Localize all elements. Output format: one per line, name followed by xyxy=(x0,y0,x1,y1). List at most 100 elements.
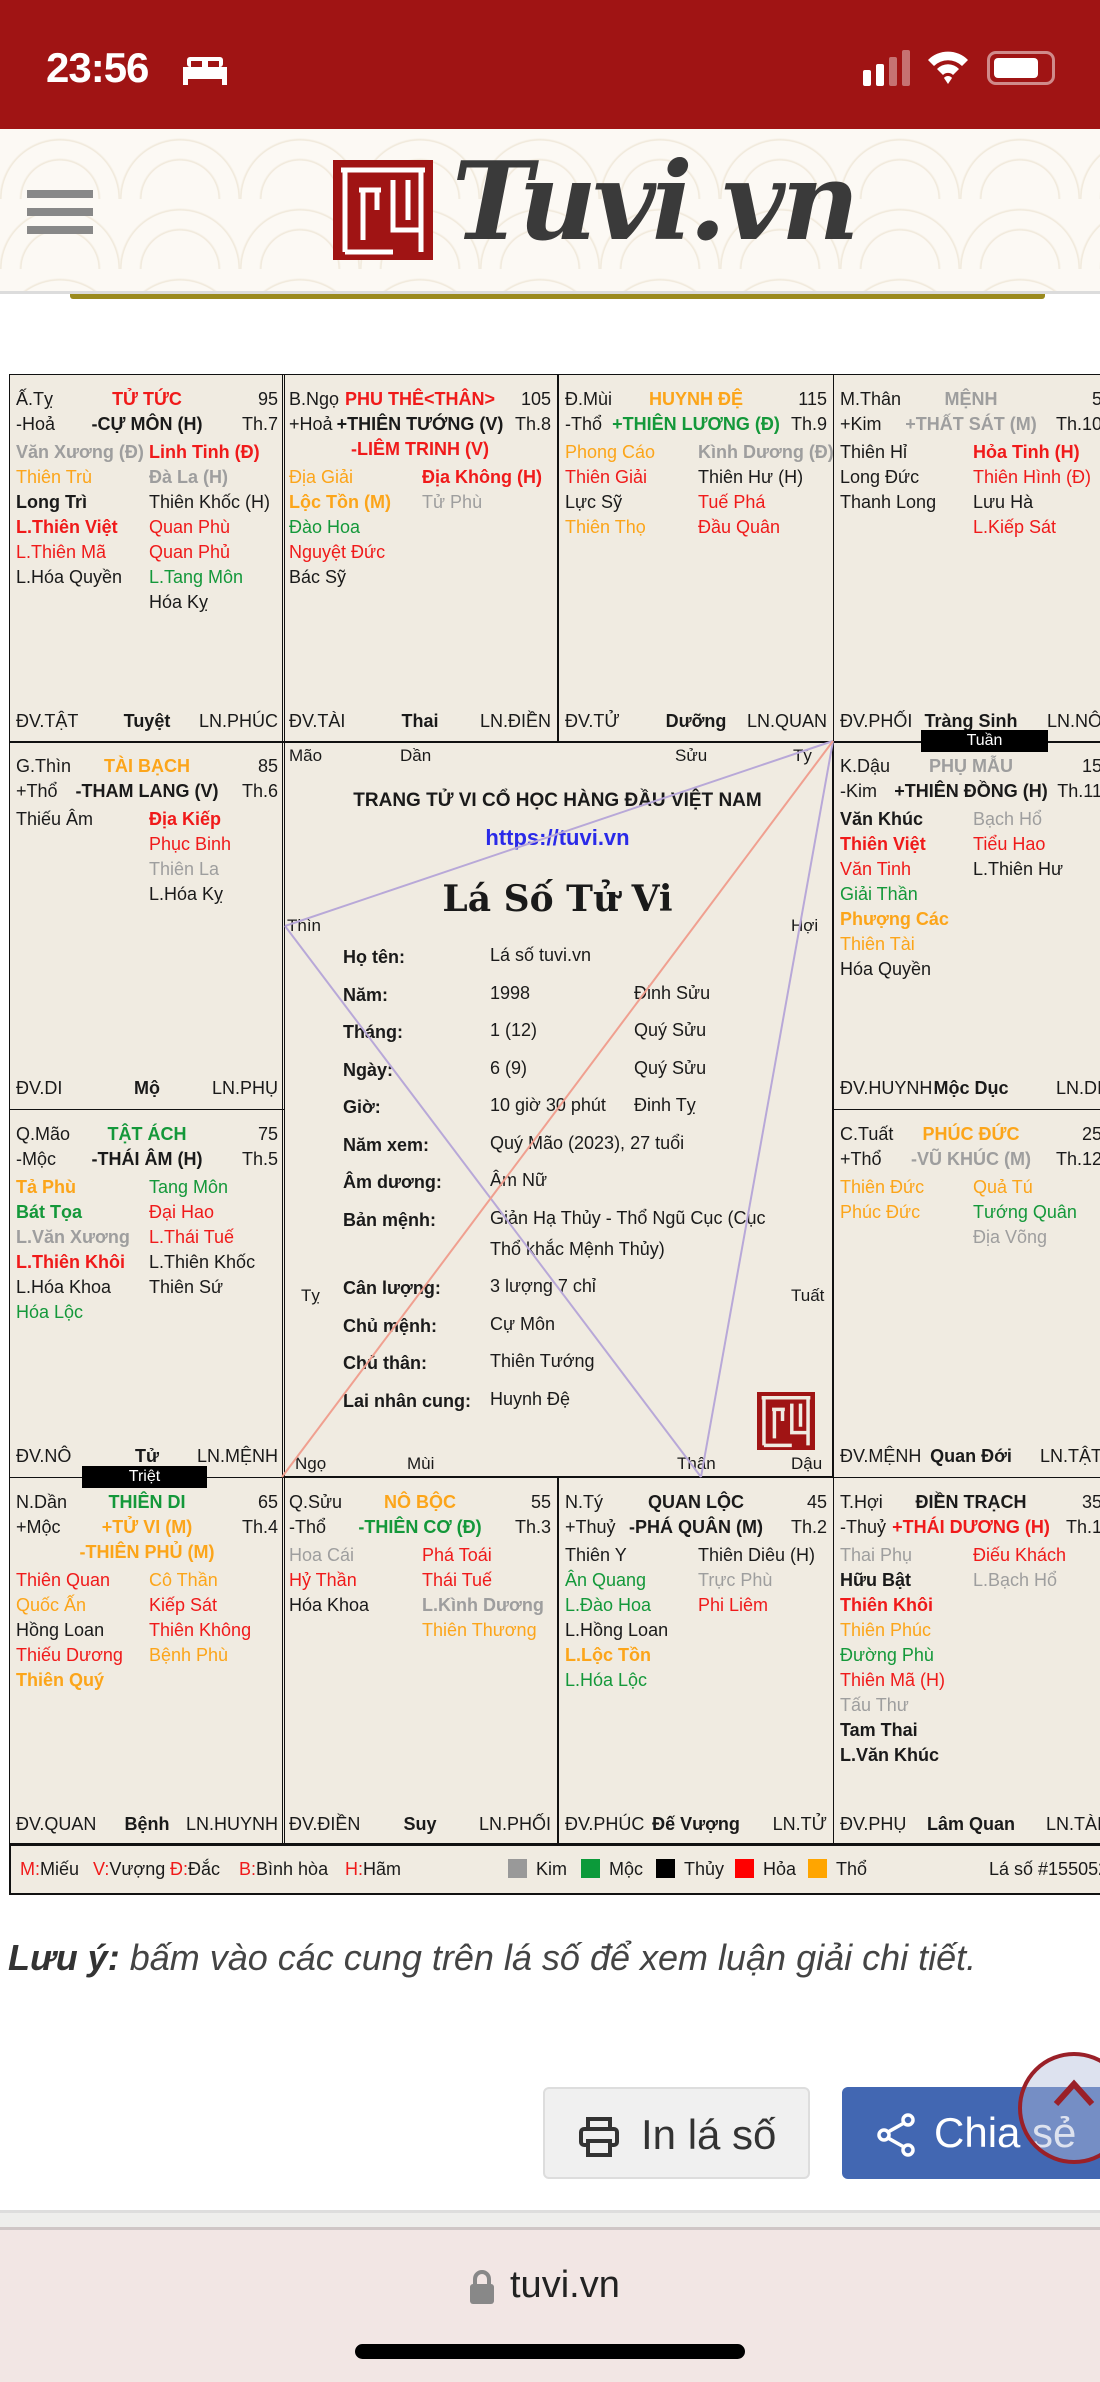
palace-element: +Kim xyxy=(840,414,882,434)
legend-value: Bình hòa xyxy=(256,1859,329,1879)
palace-footer: ĐV.NÔ Tử LN.MỆNH xyxy=(16,1444,278,1469)
luu-nien: LN.MỆNH xyxy=(196,1446,278,1466)
life-stage: Mộc Dục xyxy=(933,1078,1009,1098)
star-column-left: Thiên Quan Quốc Ấn Hồng Loan Thiếu Dương Thi… xyxy=(16,1568,123,1693)
main-star: -CỰ MÔN (H) xyxy=(91,414,203,434)
palace-mao[interactable]: Q.Mão TẬT ÁCH 75 -Mộc -THÁI ÂM (H) Th.5 Tả Phù… xyxy=(9,1109,285,1478)
star-column-left: Phong Cáo Thiên Giải Lực Sỹ Thiên Thọ xyxy=(565,440,655,540)
star-column-right: Phá Toái Thái Tuế L.Kình Dương Thiên Thương xyxy=(422,1543,544,1643)
luu-nien: LN.PHỐI xyxy=(478,1814,551,1834)
info-label: Chủ mệnh: xyxy=(343,1315,437,1336)
palace-month: Th.9 xyxy=(790,414,827,434)
palace-than[interactable]: M.Thân MỆNH 5 +Kim +THẤT SÁT (M) Th.10 Thiên H… xyxy=(833,374,1100,743)
palace-hoi[interactable]: T.Hợi ĐIỀN TRẠCH 35 -Thuỷ +THÁI DƯƠNG (H) Th.… xyxy=(833,1477,1100,1846)
palace-main-star-row: +Mộc +TỬ VI (M) Th.4 xyxy=(16,1515,278,1540)
luu-nien: LN.ĐIỀN xyxy=(479,711,551,731)
minor-star: Hóa Lộc xyxy=(16,1302,84,1322)
branch-label: Mùi xyxy=(407,1454,435,1473)
main-star: +THẤT SÁT (M) xyxy=(905,414,1037,434)
print-chart-button[interactable]: In lá số xyxy=(543,2087,810,2179)
minor-star: L.Hồng Loan xyxy=(565,1620,669,1640)
element-name: Kim xyxy=(536,1859,567,1879)
dai-van: ĐV.PHỤ xyxy=(840,1814,907,1834)
dai-van: ĐV.PHỐI xyxy=(840,711,913,731)
branch-label: Tỵ xyxy=(301,1286,320,1305)
palace-header-row: N.Tý QUAN LỘC 45 xyxy=(565,1490,827,1515)
branch-label: Ngọ xyxy=(295,1454,327,1473)
palace-branch: C.Tuất xyxy=(840,1124,894,1144)
minor-star: Thiên Phúc xyxy=(840,1620,932,1640)
palace-main-star-row: -LIÊM TRINH (V) xyxy=(289,437,551,462)
life-stage: Dưỡng xyxy=(665,711,727,731)
minor-star: Quan Phù xyxy=(149,517,231,537)
palace-age: 85 xyxy=(257,756,278,776)
minor-star: Tấu Thư xyxy=(840,1695,909,1715)
palace-ty-snake[interactable]: Ấ.Tỵ TỬ TỨC 95 -Hoả -CỰ MÔN (H) Th.7 Văn Xương… xyxy=(9,374,285,743)
browser-address-bar[interactable]: tuvi.vn xyxy=(0,2230,1100,2382)
address-url[interactable]: tuvi.vn xyxy=(510,2264,620,2306)
palace-ngo[interactable]: B.Ngọ PHU THÊ<THÂN> 105 +Hoả +THIÊN TƯỚNG (V… xyxy=(282,374,558,743)
palace-element: -Thổ xyxy=(289,1517,327,1537)
minor-star: Thiên Khôi xyxy=(840,1595,933,1615)
minor-star: Tam Thai xyxy=(840,1720,918,1740)
minor-star: Bác Sỹ xyxy=(289,567,347,587)
palace-tuat[interactable]: C.Tuất PHÚC ĐỨC 25 +Thổ -VŨ KHÚC (M) Th.12 Thi… xyxy=(833,1109,1100,1478)
palace-main-star-row: -Thổ -THIÊN CƠ (Đ) Th.3 xyxy=(289,1515,551,1540)
main-star: +THIÊN TƯỚNG (V) xyxy=(336,414,504,434)
palace-ty-rat[interactable]: N.Tý QUAN LỘC 45 +Thuỷ -PHÁ QUÂN (M) Th.2 Thiê… xyxy=(558,1477,834,1846)
palace-dau[interactable]: K.Dậu PHỤ MẪU 15 -Kim +THIÊN ĐỒNG (H) Th.11 Vă… xyxy=(833,741,1100,1110)
star-column-right: Điếu Khách L.Bạch Hổ xyxy=(973,1543,1066,1593)
minor-star: Hóa Quyền xyxy=(840,959,932,979)
palace-name: PHU THÊ<THÂN> xyxy=(344,389,496,409)
element-swatch xyxy=(508,1859,527,1878)
palace-suu[interactable]: Q.Sửu NÔ BỘC 55 -Thổ -THIÊN CƠ (Đ) Th.3 Hoa Cá… xyxy=(282,1477,558,1846)
main-star: -THIÊN CƠ (Đ) xyxy=(358,1517,482,1537)
minor-star: Đại Hao xyxy=(149,1202,215,1222)
dai-van: ĐV.HUYNH xyxy=(840,1078,933,1098)
logo-seal-icon[interactable] xyxy=(333,160,433,260)
dai-van: ĐV.MỆNH xyxy=(840,1446,922,1466)
minor-star: Phá Toái xyxy=(422,1545,492,1565)
palace-thin[interactable]: G.Thìn TÀI BẠCH 85 +Thổ -THAM LANG (V) Th.6 Th… xyxy=(9,741,285,1110)
dai-van: ĐV.QUAN xyxy=(16,1814,97,1834)
info-value: Lá số tuvi.vn xyxy=(490,945,592,965)
palace-name: MỆNH xyxy=(944,389,998,409)
element-name: Hỏa xyxy=(763,1859,797,1879)
print-button-label: In lá số xyxy=(641,2111,777,2158)
star-column-left: Hoa Cái Hỷ Thần Hóa Khoa xyxy=(289,1543,369,1618)
palace-main-star-row: +Thổ -VŨ KHÚC (M) Th.12 xyxy=(840,1147,1100,1172)
palace-name: TỬ TỨC xyxy=(112,389,182,409)
minor-star: Linh Tinh (Đ) xyxy=(149,442,260,462)
scroll-to-top-button[interactable] xyxy=(1018,2052,1100,2164)
info-label: Cân lượng: xyxy=(343,1278,441,1298)
luu-nien: LN.TÀI xyxy=(1045,1814,1100,1834)
main-star: +TỬ VI (M) xyxy=(101,1517,193,1537)
status-bar: 23:56 xyxy=(0,0,1100,129)
palace-mui[interactable]: Đ.Mùi HUYNH ĐỆ 115 -Thổ +THIÊN LƯƠNG (Đ) Th.9… xyxy=(558,374,834,743)
palace-dan[interactable]: N.Dần THIÊN DI 65 +Mộc +TỬ VI (M) Th.4 -THIÊN … xyxy=(9,1477,285,1846)
star-column-right: Bạch Hổ Tiểu Hao L.Thiên Hư xyxy=(973,807,1063,882)
palace-header-row: Ấ.Tỵ TỬ TỨC 95 xyxy=(16,387,278,412)
minor-star: Tiểu Hao xyxy=(973,834,1046,854)
minor-star: Hóa Khoa xyxy=(289,1595,370,1615)
life-stage: Lâm Quan xyxy=(926,1814,1015,1834)
info-value: Quý Mão (2023), 27 tuổi xyxy=(490,1132,685,1153)
palace-month: Th.11 xyxy=(1057,781,1100,801)
minor-star: Thiên Mã (H) xyxy=(840,1670,946,1690)
palace-name: TẬT ÁCH xyxy=(107,1124,187,1144)
palace-footer: ĐV.MỆNH Quan Đới LN.TẬT xyxy=(840,1444,1100,1469)
info-value: 6 (9) xyxy=(490,1057,528,1078)
palace-element: -Kim xyxy=(840,781,877,801)
header-underline xyxy=(70,294,1045,299)
minor-star: Thiên Y xyxy=(565,1545,627,1565)
info-extra: Đinh Sửu xyxy=(634,982,711,1003)
palace-main-star-row: +Hoả +THIÊN TƯỚNG (V) Th.8 xyxy=(289,412,551,437)
menu-icon[interactable] xyxy=(27,190,93,234)
luu-nien: LN.PHỤ xyxy=(211,1078,278,1098)
site-logo-text[interactable]: Tuvi.vn xyxy=(452,139,860,265)
minor-star: Thai Phụ xyxy=(840,1545,913,1565)
site-url-link[interactable]: https://tuvi.vn xyxy=(485,825,630,850)
home-indicator[interactable] xyxy=(355,2344,745,2359)
palace-footer: ĐV.PHỐI Tràng Sinh LN.NÔ xyxy=(840,709,1100,734)
luu-nien: LN.TẬT xyxy=(1039,1446,1100,1466)
